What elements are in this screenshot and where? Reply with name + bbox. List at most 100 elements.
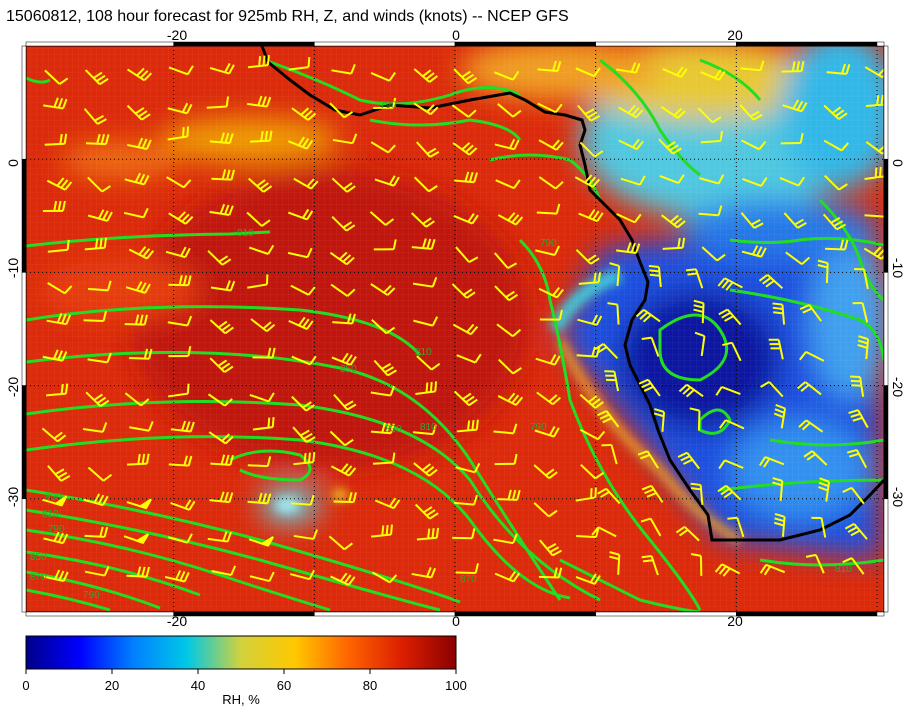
wind-barb bbox=[719, 419, 745, 430]
contour-label: 830 bbox=[385, 424, 402, 435]
wind-barb bbox=[370, 71, 396, 82]
wind-barb bbox=[698, 205, 723, 217]
gridlines bbox=[26, 46, 884, 612]
wind-barbs bbox=[41, 55, 884, 586]
wind-barb bbox=[774, 513, 786, 537]
wind-barb bbox=[167, 383, 190, 398]
wind-barb bbox=[700, 130, 724, 144]
map-frame bbox=[21, 41, 889, 617]
contour-line bbox=[559, 558, 701, 612]
y-tick-label-right-3: -20 bbox=[890, 377, 906, 397]
contour-line bbox=[26, 435, 571, 600]
wind-barb bbox=[87, 466, 113, 482]
x-tick-label-top-2: 0 bbox=[452, 27, 460, 43]
wind-barb bbox=[207, 393, 233, 407]
wind-barb bbox=[759, 563, 786, 576]
wind-barb bbox=[846, 448, 868, 469]
wind-barb bbox=[85, 133, 110, 146]
wind-barb bbox=[370, 385, 396, 397]
wind-barb bbox=[328, 535, 353, 551]
wind-barb bbox=[451, 104, 477, 118]
wind-barb bbox=[47, 465, 71, 482]
y-tick-label-left-3: -20 bbox=[5, 377, 21, 397]
wind-barb bbox=[331, 63, 356, 75]
contour-label: 810 bbox=[835, 564, 852, 575]
wind-barb bbox=[758, 274, 784, 289]
wind-barb bbox=[373, 359, 397, 377]
frame-segment bbox=[173, 41, 315, 47]
wind-barb bbox=[247, 492, 272, 505]
wind-barb bbox=[498, 358, 522, 375]
wind-barb bbox=[597, 487, 621, 505]
coastline bbox=[260, 46, 884, 542]
wind-barb bbox=[290, 494, 315, 506]
wind-barb bbox=[292, 426, 316, 443]
wind-barb bbox=[497, 489, 521, 501]
wind-barb bbox=[42, 200, 66, 213]
wind-barb bbox=[44, 69, 69, 85]
wind-barb bbox=[43, 569, 69, 583]
wind-barb bbox=[83, 108, 107, 125]
wind-barb bbox=[410, 212, 435, 228]
wind-barb bbox=[574, 174, 601, 188]
wind-barb bbox=[494, 252, 518, 269]
wind-barb bbox=[620, 175, 646, 186]
wind-barb bbox=[497, 103, 522, 118]
wind-barb bbox=[207, 250, 232, 266]
wind-barb bbox=[538, 176, 564, 190]
frame-segment bbox=[883, 385, 889, 500]
wind-barb bbox=[782, 99, 808, 113]
wind-barb bbox=[785, 251, 811, 265]
wind-barb bbox=[534, 426, 560, 438]
wind-barb bbox=[740, 212, 764, 229]
wind-barb bbox=[494, 285, 518, 302]
wind-barb bbox=[170, 499, 196, 511]
wind-barb bbox=[493, 423, 518, 435]
wind-barb bbox=[168, 345, 192, 358]
wind-barb bbox=[579, 393, 604, 409]
wind-barb bbox=[575, 573, 601, 585]
contour-label: 850 bbox=[30, 552, 47, 563]
colorbar-tick-label-20: 20 bbox=[105, 678, 119, 693]
wind-barb bbox=[497, 392, 524, 406]
wind-barb bbox=[799, 304, 822, 322]
contour-label: 850 bbox=[340, 364, 357, 375]
frame-segment bbox=[454, 41, 596, 47]
y-tick-label-left-1: 0 bbox=[5, 159, 21, 167]
y-tick-label-left-2: -10 bbox=[5, 258, 21, 278]
wind-barb bbox=[46, 312, 72, 326]
contour-label: 810 bbox=[420, 422, 437, 433]
frame-segment bbox=[173, 611, 315, 617]
y-tick-label-right-4: -30 bbox=[890, 487, 906, 507]
x-tick-label-bottom-1: -20 bbox=[167, 613, 187, 629]
wind-barb bbox=[127, 453, 150, 466]
wind-barb bbox=[248, 244, 275, 255]
wind-barb bbox=[575, 487, 597, 502]
wind-barb bbox=[535, 245, 560, 256]
wind-barb bbox=[246, 211, 271, 227]
wind-barb bbox=[370, 141, 396, 154]
wind-barb bbox=[742, 176, 768, 187]
wind-barb bbox=[824, 174, 848, 191]
wind-barb bbox=[332, 133, 358, 145]
frame-segment bbox=[21, 45, 27, 160]
wind-barb bbox=[495, 179, 521, 190]
wind-barb bbox=[578, 209, 604, 223]
wind-barb bbox=[690, 553, 703, 576]
wind-barb bbox=[616, 213, 642, 224]
contour-label: 870 bbox=[460, 574, 477, 585]
wind-barb bbox=[42, 349, 68, 362]
wind-barb bbox=[538, 286, 564, 299]
contour-line bbox=[599, 58, 701, 177]
wind-barb bbox=[661, 214, 686, 229]
wind-barb bbox=[678, 383, 704, 398]
y-tick-label-right-1: 0 bbox=[890, 159, 906, 167]
wind-barb bbox=[371, 524, 394, 538]
wind-barb bbox=[722, 341, 742, 362]
wind-barb bbox=[811, 516, 827, 538]
wind-barb bbox=[329, 251, 355, 266]
wind-barb bbox=[578, 272, 601, 285]
wind-barb bbox=[287, 208, 314, 221]
wind-barb bbox=[293, 452, 316, 466]
